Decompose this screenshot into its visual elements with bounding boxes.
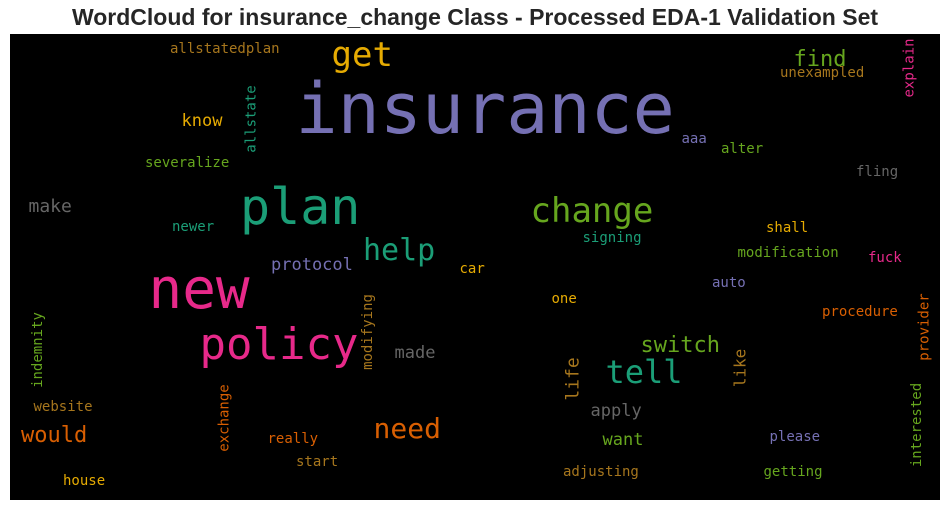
word-life: life: [562, 357, 584, 401]
word-cloud-canvas: insurance new plan policy change get tell help n…: [10, 34, 940, 500]
word-start: start: [296, 454, 339, 470]
word-protocol: protocol: [271, 254, 353, 275]
word-interested: interested: [909, 382, 926, 468]
word-newer: newer: [172, 219, 215, 235]
word-indemnity: indemnity: [29, 312, 46, 388]
word-apply: apply: [590, 400, 642, 421]
word-exchange: exchange: [216, 384, 233, 452]
word-adjusting: adjusting: [563, 464, 639, 480]
word-one: one: [551, 291, 577, 307]
word-website: website: [33, 399, 93, 415]
word-alter: alter: [721, 141, 764, 157]
word-please: please: [769, 429, 821, 445]
word-unexampled: unexampled: [780, 65, 865, 81]
chart-title: WordCloud for insurance_change Class - P…: [71, 4, 879, 30]
word-new: new: [148, 257, 250, 322]
word-aaa: aaa: [681, 131, 707, 147]
word-make: make: [28, 196, 72, 217]
word-change: change: [530, 191, 654, 231]
word-need: need: [373, 412, 441, 445]
word-signing: signing: [582, 230, 642, 246]
word-would: would: [21, 423, 88, 448]
word-policy: policy: [199, 319, 359, 370]
word-getting: getting: [763, 464, 823, 480]
word-like: like: [729, 348, 749, 388]
word-fuck: fuck: [868, 250, 902, 266]
word-tell: tell: [605, 353, 683, 391]
word-procedure: procedure: [822, 304, 898, 320]
word-help: help: [363, 233, 436, 268]
word-find: find: [793, 47, 847, 72]
word-allstatedplan: allstatedplan: [170, 41, 280, 57]
word-really: really: [267, 431, 319, 447]
word-want: want: [602, 429, 644, 450]
word-provider: provider: [916, 293, 933, 361]
word-fling: fling: [856, 164, 899, 180]
word-switch: switch: [640, 333, 720, 358]
word-get: get: [331, 35, 393, 75]
word-modification: modification: [737, 245, 839, 261]
word-explain: explain: [901, 38, 918, 98]
word-made: made: [394, 342, 436, 363]
word-shall: shall: [766, 220, 809, 236]
word-modifying: modifying: [359, 294, 376, 370]
word-allstate: allstate: [243, 85, 260, 153]
word-car: car: [459, 261, 485, 277]
word-know: know: [181, 110, 223, 131]
word-insurance: insurance: [295, 68, 675, 150]
word-severalize: severalize: [145, 155, 230, 171]
word-plan: plan: [240, 178, 361, 236]
word-auto: auto: [712, 275, 746, 291]
word-house: house: [63, 473, 106, 489]
